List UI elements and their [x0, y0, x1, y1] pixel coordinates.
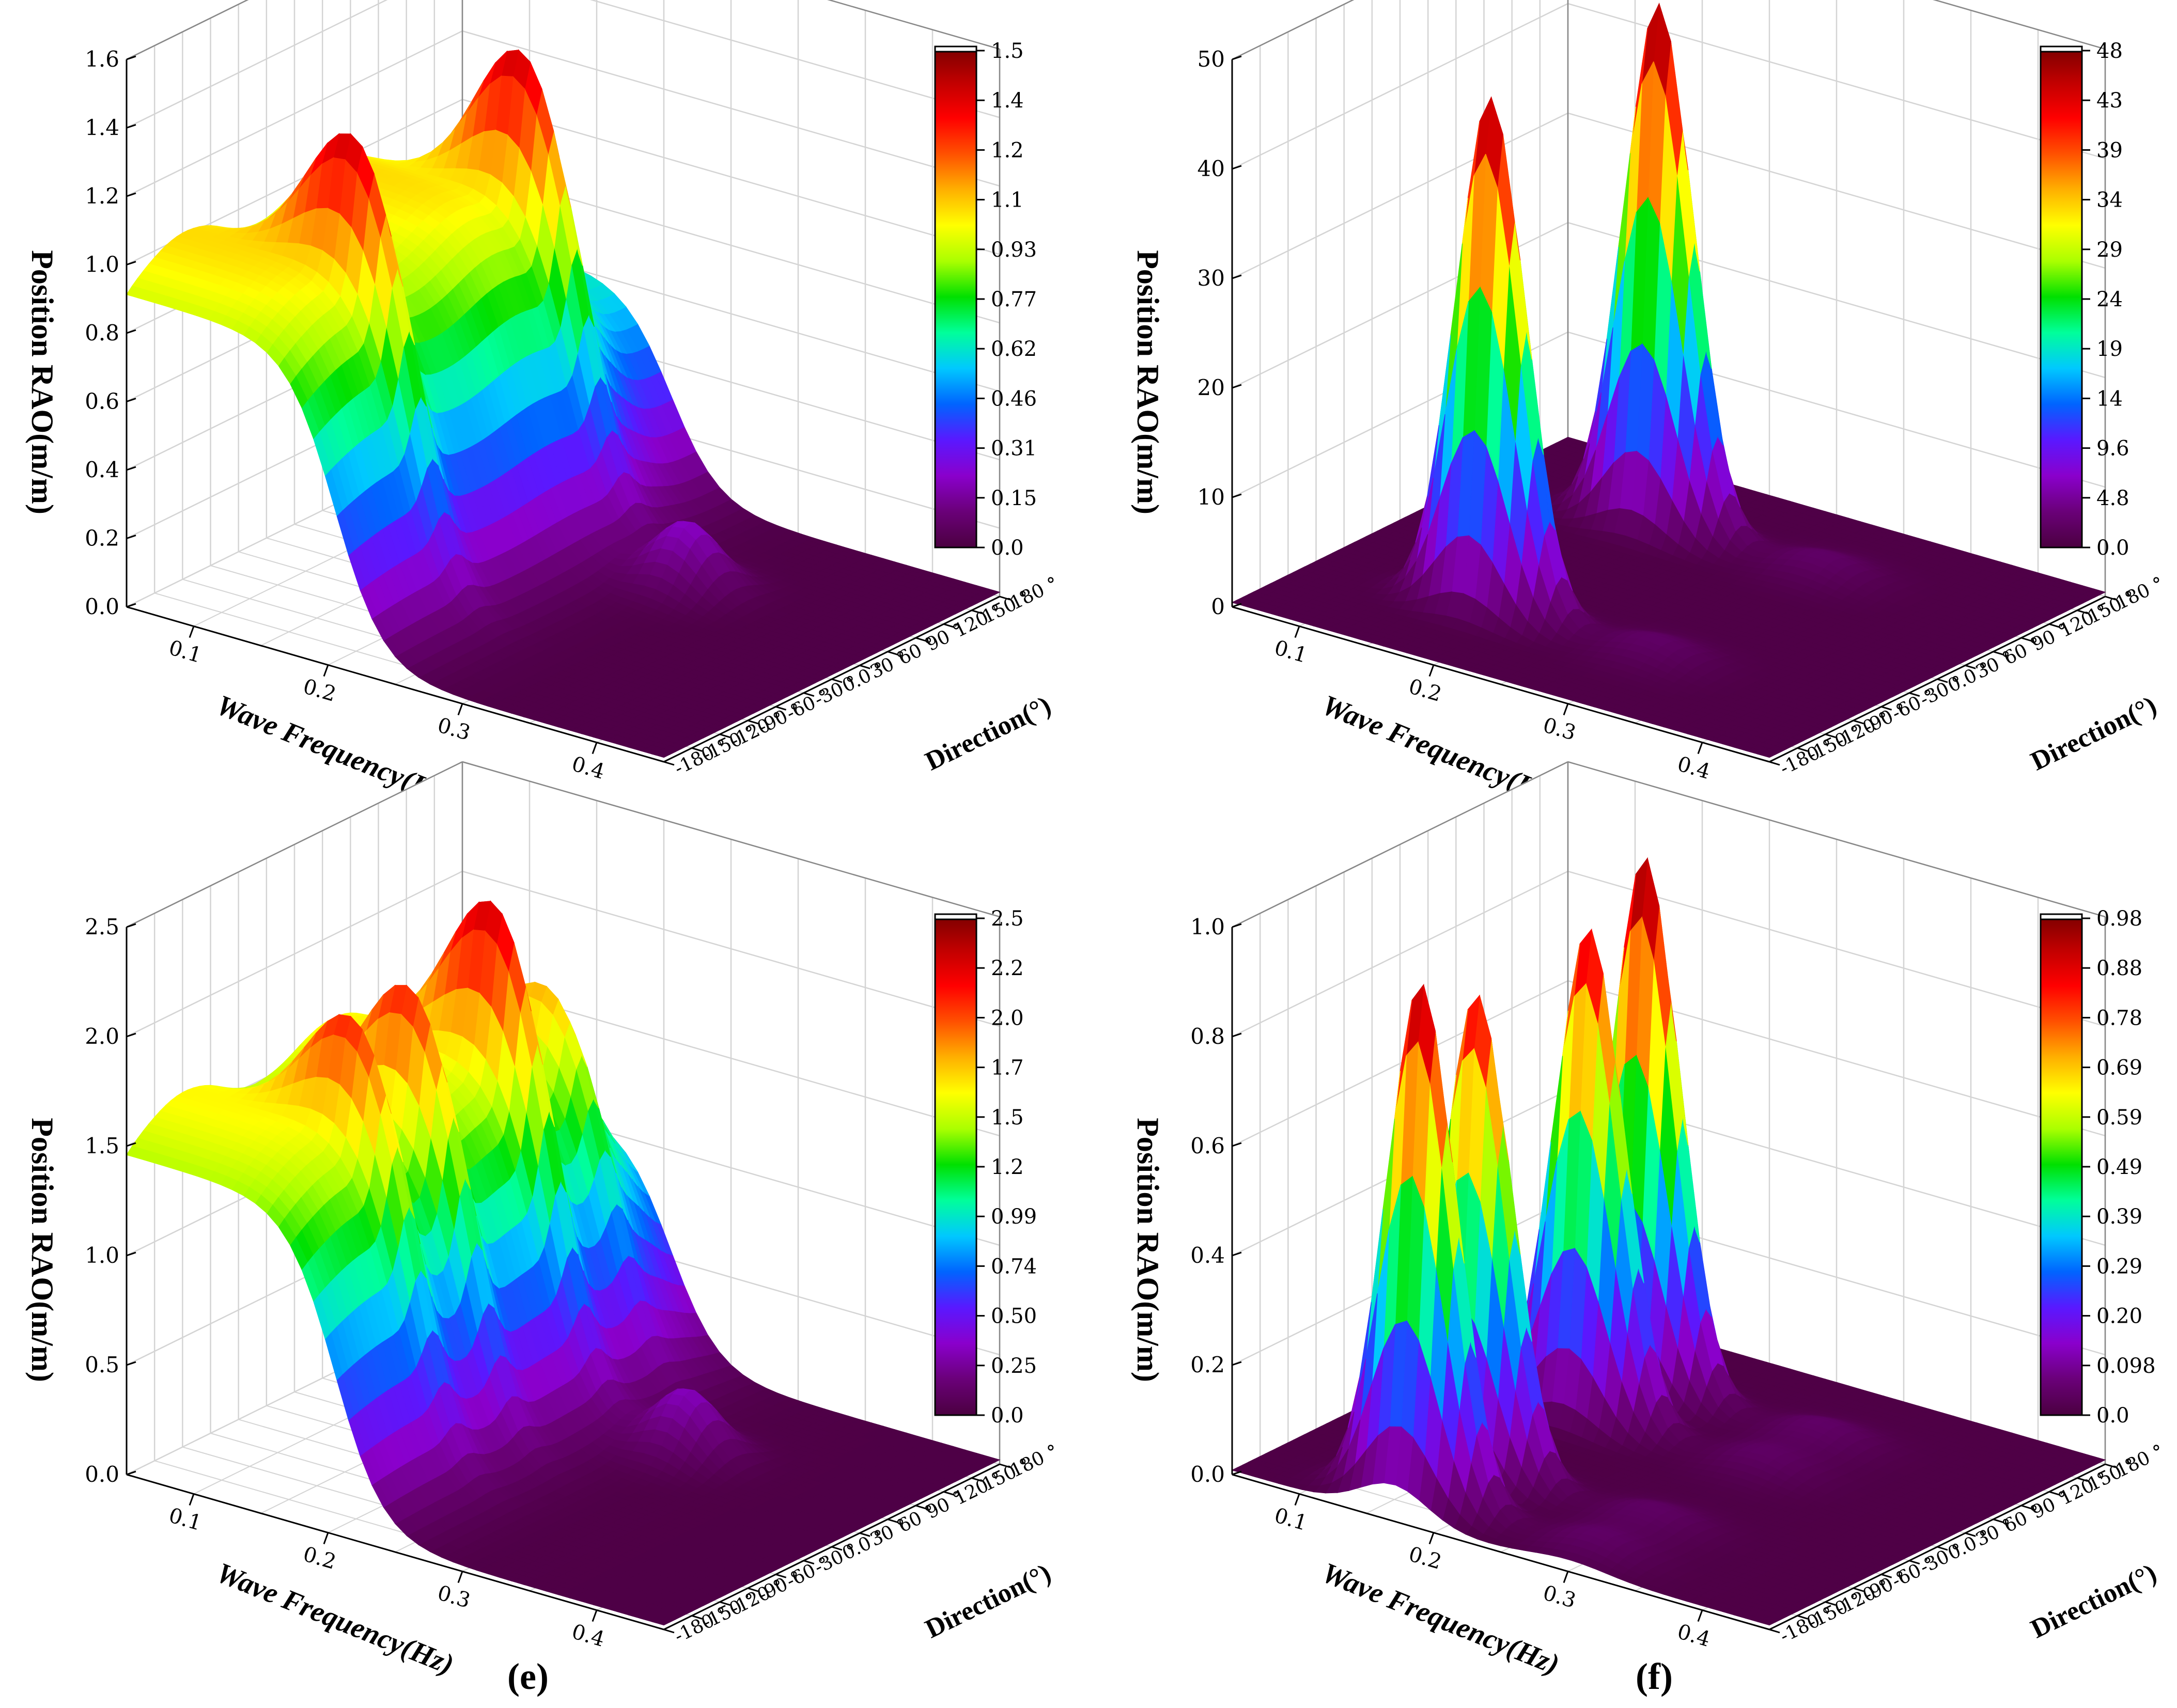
surface — [126, 49, 1001, 758]
colorbar-gradient — [934, 45, 977, 549]
z-tick-label: 1.2 — [85, 183, 119, 209]
z-tick-label: 0.6 — [85, 389, 119, 414]
colorbar-label: 0.62 — [991, 337, 1037, 361]
z-tick-label: 0.2 — [85, 526, 119, 551]
colorbar-label: 0.31 — [991, 437, 1037, 461]
z-axis-title: Position RAO(m/m) — [25, 250, 59, 514]
z-tick-label: 0.4 — [85, 457, 119, 482]
colorbar-label: 0.15 — [991, 487, 1037, 510]
colorbar-label: 1.5 — [991, 39, 1024, 63]
wall-edge — [827, 0, 1000, 50]
colorbar-cap — [934, 45, 977, 53]
colorbar-label: 1.1 — [991, 189, 1024, 212]
colorbar-label: 1.2 — [991, 138, 1024, 162]
chart-panel-1: 0.00.20.40.60.81.01.21.41.60.10.20.30.4-… — [25, 0, 1062, 845]
z-tick-label: 1.4 — [85, 115, 119, 140]
z-tick-label: 1.0 — [85, 252, 119, 277]
colorbar-label: 0.0 — [991, 536, 1024, 560]
z-tick-label: 1.6 — [85, 46, 119, 72]
z-tick-label: 0.8 — [85, 320, 119, 346]
colorbar-label: 0.46 — [991, 387, 1037, 411]
colorbar-label: 1.4 — [991, 89, 1024, 113]
colorbar-label: 0.77 — [991, 288, 1037, 311]
z-tick-label: 0.0 — [85, 594, 119, 619]
colorbar-label: 0.93 — [991, 238, 1037, 262]
wall-edge — [126, 0, 249, 60]
